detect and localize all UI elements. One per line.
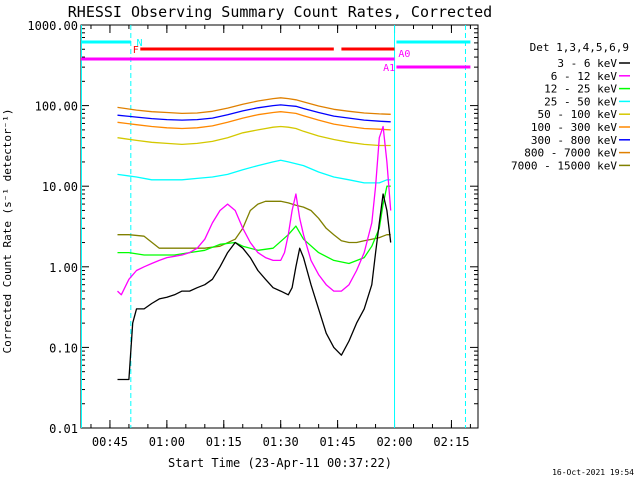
legend-label: 3 - 6 keV (557, 57, 617, 70)
footer-timestamp: 16-Oct-2021 19:54 (552, 468, 634, 477)
legend-label: 6 - 12 keV (551, 70, 618, 83)
x-tick-label: 02:15 (433, 435, 469, 449)
y-tick-label: 100.00 (35, 100, 78, 114)
x-tick-label: 01:45 (320, 435, 356, 449)
legend-label: 12 - 25 keV (544, 83, 617, 96)
x-tick-label: 01:15 (206, 435, 242, 449)
legend-label: 300 - 800 keV (531, 134, 617, 147)
series-line (117, 185, 391, 265)
flag-label: A0 (398, 49, 410, 60)
y-tick-label: 0.10 (49, 341, 78, 355)
legend-label: 25 - 50 keV (544, 95, 617, 108)
x-tick-label: 02:00 (376, 435, 412, 449)
legend-header: Det 1,3,4,5,6,9 (530, 41, 629, 54)
y-tick-label: 1.00 (49, 261, 78, 275)
series-line (117, 125, 392, 296)
chart-title: RHESSI Observing Summary Count Rates, Co… (68, 3, 492, 21)
series-line (117, 159, 391, 184)
y-axis-label: Corrected Count Rate (s⁻¹ detector⁻¹) (1, 108, 14, 353)
legend-label: 800 - 7000 keV (524, 147, 617, 160)
series-line (117, 125, 391, 147)
series-line (117, 104, 391, 123)
flag-label: A1 (383, 63, 395, 74)
plot-area: 1000.00 100.00 10.00 1.00 0.10 0.01 00:45 01:00… (27, 19, 479, 449)
series-line (117, 111, 391, 131)
x-tick-label: 01:00 (149, 435, 185, 449)
y-tick-label: 0.01 (49, 422, 78, 436)
x-tick-label: 00:45 (92, 435, 128, 449)
legend-label: 50 - 100 keV (538, 108, 618, 121)
x-axis-label: Start Time (23-Apr-11 00:37:22) (168, 456, 392, 470)
y-tick-label: 1000.00 (27, 19, 78, 33)
series-line (117, 97, 391, 115)
series-line (117, 200, 391, 249)
legend-label: 100 - 300 keV (531, 121, 617, 134)
legend-label: 7000 - 15000 keV (511, 159, 617, 172)
plot-frame (80, 24, 479, 429)
flag-label: F (133, 45, 139, 56)
series-line (117, 193, 392, 381)
x-tick-label: 01:30 (263, 435, 299, 449)
flag-label: N (137, 38, 143, 49)
y-tick-label: 10.00 (42, 180, 78, 194)
